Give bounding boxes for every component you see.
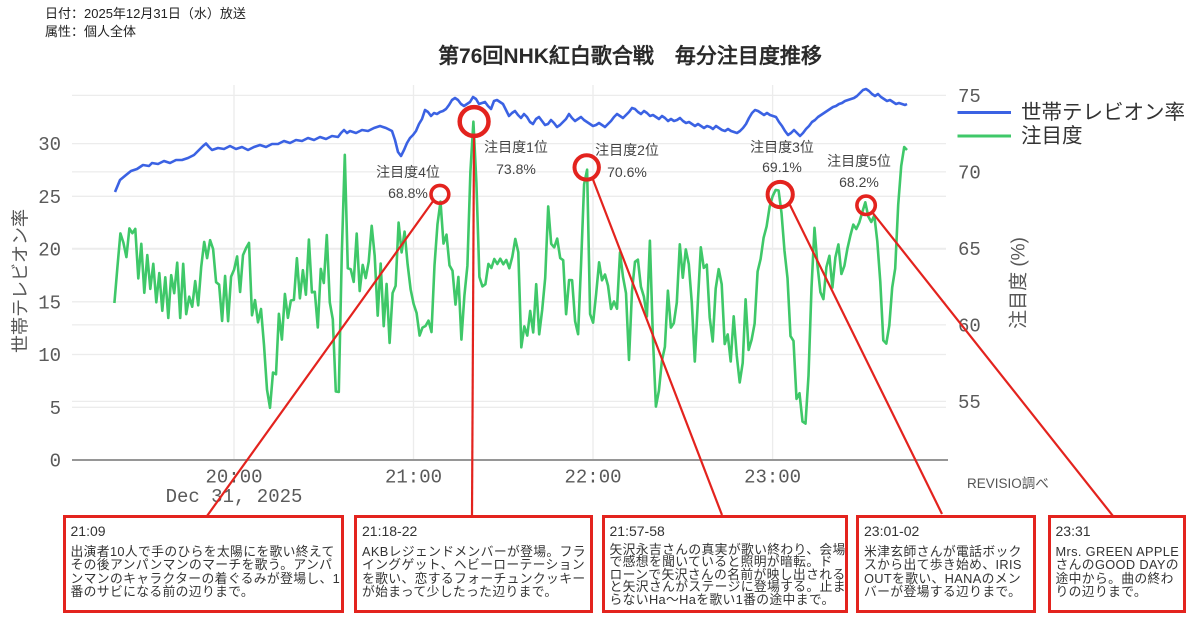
svg-text:REVISIO調べ: REVISIO調べ [967, 476, 1049, 491]
svg-text:注目度2位: 注目度2位 [595, 142, 659, 158]
svg-text:15: 15 [38, 292, 61, 314]
svg-text:注目度1位: 注目度1位 [484, 139, 548, 155]
svg-text:55: 55 [958, 392, 981, 414]
svg-text:70.6%: 70.6% [607, 164, 647, 180]
svg-text:23:00: 23:00 [744, 467, 801, 489]
svg-text:70: 70 [958, 162, 981, 184]
svg-text:20: 20 [38, 240, 61, 262]
svg-text:世帯テレビオン率: 世帯テレビオン率 [11, 209, 31, 353]
svg-text:75: 75 [958, 86, 981, 108]
svg-text:0: 0 [50, 451, 61, 473]
svg-text:65: 65 [958, 239, 981, 261]
svg-text:注目度: 注目度 [1021, 125, 1083, 148]
svg-text:68.2%: 68.2% [839, 174, 879, 190]
svg-text:注目度 (%): 注目度 (%) [1008, 237, 1030, 329]
svg-text:30: 30 [38, 134, 61, 156]
svg-text:10: 10 [38, 345, 61, 367]
svg-text:Dec 31, 2025: Dec 31, 2025 [166, 486, 303, 508]
svg-text:注目度3位: 注目度3位 [750, 139, 814, 155]
svg-text:世帯テレビオン率: 世帯テレビオン率 [1021, 101, 1185, 124]
svg-text:25: 25 [38, 187, 61, 209]
svg-text:注目度4位: 注目度4位 [376, 164, 440, 180]
svg-text:60: 60 [958, 315, 981, 337]
svg-text:21:00: 21:00 [385, 467, 442, 489]
svg-text:22:00: 22:00 [564, 467, 621, 489]
svg-text:68.8%: 68.8% [388, 185, 428, 201]
svg-text:69.1%: 69.1% [762, 159, 802, 175]
svg-text:注目度5位: 注目度5位 [827, 153, 891, 169]
svg-text:73.8%: 73.8% [496, 161, 536, 177]
svg-text:5: 5 [50, 398, 61, 420]
